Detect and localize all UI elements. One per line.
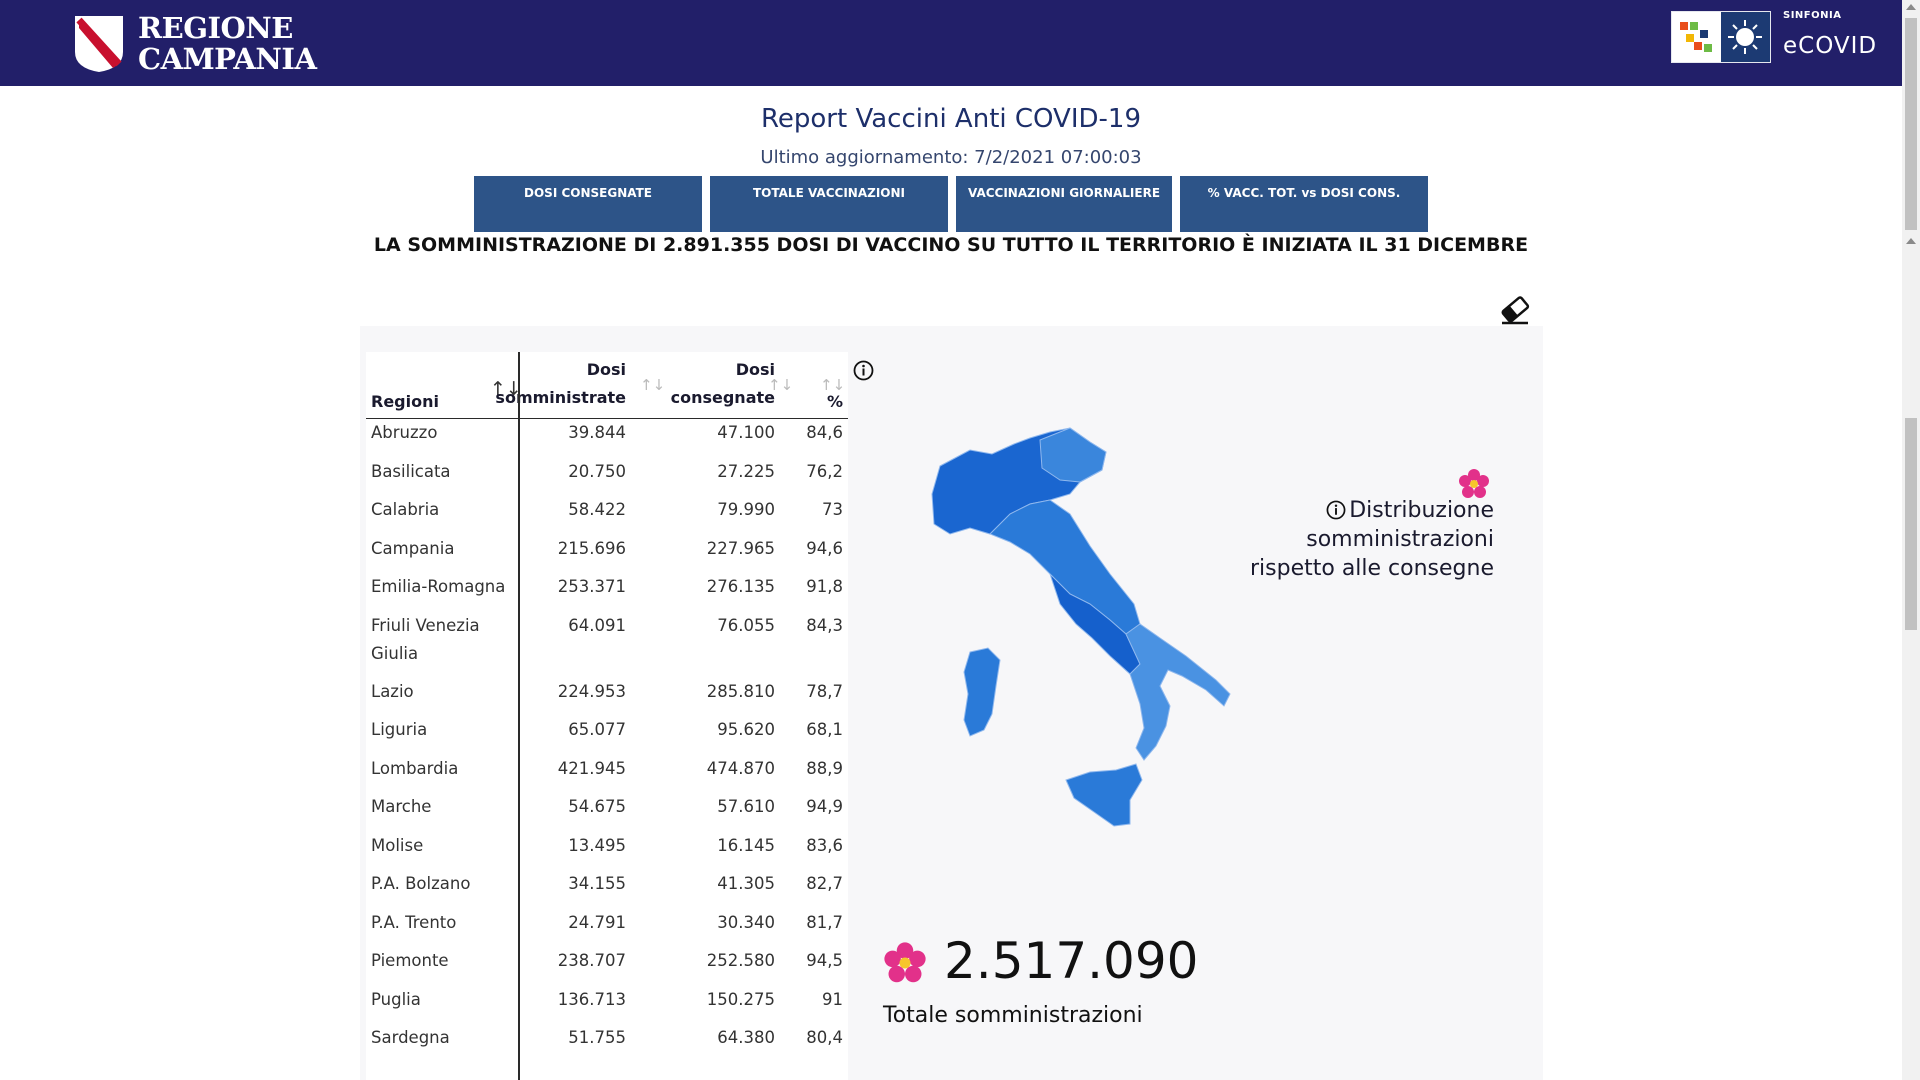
tab-dosi-consegnate[interactable]: DOSI CONSEGNATE [474, 176, 702, 232]
scroll-up-arrow-icon[interactable] [1906, 4, 1916, 10]
table-row[interactable]: Marche 54.675 57.610 94,9 [371, 797, 843, 816]
brand-line-2: CAMPANIA [138, 42, 317, 76]
ecovid-brand[interactable]: SINFONIA eCOVID [1671, 10, 1878, 63]
table-row[interactable]: Calabria 58.422 79.990 73 [371, 500, 843, 519]
scroll-arrow-icon[interactable] [1906, 238, 1916, 244]
table-row[interactable]: Abruzzo 39.844 47.100 84,6 [371, 423, 843, 442]
tab-totale-vaccinazioni[interactable]: TOTALE VACCINAZIONI [710, 176, 948, 232]
table-row[interactable]: Lazio 224.953 285.810 78,7 [371, 681, 843, 701]
table-row[interactable]: Campania 215.696 227.965 94,6 [371, 538, 843, 558]
sort-icon[interactable]: ↑↓ [490, 378, 522, 400]
table-row[interactable]: Emilia-Romagna 253.371 276.135 91,8 [371, 577, 843, 596]
column-divider [518, 352, 520, 1080]
tab-pct-vacc-vs-dosi[interactable]: % VACC. TOT. vs DOSI CONS. [1180, 176, 1428, 232]
sinfonia-label: SINFONIA [1783, 10, 1842, 21]
regions-table: Regioni ↑↓ Dosi somministrate ↑↓ Dosi co… [366, 352, 848, 1080]
table-row[interactable]: Molise 13.495 16.145 83,6 [371, 835, 843, 855]
shield-logo-icon [75, 16, 123, 72]
table-row[interactable]: P.A. Bolzano 34.155 41.305 82,7 [371, 874, 843, 893]
sort-icon[interactable]: ↑↓ [820, 376, 846, 394]
map-region-south[interactable] [1125, 623, 1231, 761]
legend-line-2: rispetto alle consegne [1250, 556, 1494, 581]
ecovid-name: eCOVID [1783, 33, 1878, 59]
header-percent[interactable]: % [826, 392, 843, 411]
header-dosi-consegnate[interactable]: Dosi consegnate [670, 360, 775, 407]
ecovid-logo-icon [1671, 11, 1771, 63]
map-region-sicily[interactable] [1065, 763, 1143, 827]
brand-line-1: REGIONE [138, 11, 293, 45]
info-icon[interactable] [853, 360, 874, 381]
table-row[interactable]: Lombardia 421.945 474.870 88,9 [371, 758, 843, 778]
italy-regions-map[interactable] [930, 424, 1270, 838]
flower-icon [1459, 469, 1489, 498]
page-scrollbar[interactable] [1902, 0, 1920, 1080]
table-row[interactable]: Basilicata 20.750 27.225 76,2 [371, 461, 843, 481]
scrollbar-thumb[interactable] [1905, 418, 1917, 630]
tab-vaccinazioni-giornaliere[interactable]: VACCINAZIONI GIORNALIERE [956, 176, 1172, 232]
scrollbar-thumb-top[interactable] [1905, 18, 1917, 230]
table-row[interactable]: P.A. Trento 24.791 30.340 81,7 [371, 912, 843, 932]
table-row[interactable]: Friuli Venezia Giulia 64.091 76.055 84,3 [371, 615, 843, 663]
legend-line-1: Distribuzione somministrazioni [1306, 498, 1494, 552]
info-icon[interactable] [1326, 500, 1346, 520]
table-row[interactable]: Liguria 65.077 95.620 68,1 [371, 720, 843, 739]
table-header: Regioni ↑↓ Dosi somministrate ↑↓ Dosi co… [366, 352, 848, 419]
table-row[interactable]: Sardegna 51.755 64.380 80,4 [371, 1028, 843, 1047]
administration-banner: LA SOMMINISTRAZIONE DI 2.891.355 DOSI DI… [373, 234, 1529, 256]
map-region-northeast[interactable] [1039, 427, 1107, 483]
header-regioni[interactable]: Regioni [371, 392, 439, 411]
table-row[interactable]: Piemonte 238.707 252.580 94,5 [371, 951, 843, 970]
flower-icon [884, 942, 926, 983]
table-body: Abruzzo 39.844 47.100 84,6 Basilicata 20… [366, 419, 848, 1063]
page-title: Report Vaccini Anti COVID-19 [761, 104, 1141, 134]
total-administrations-label: Totale somministrazioni [883, 1003, 1143, 1028]
header-dosi-somministrate[interactable]: Dosi somministrate [495, 360, 626, 407]
last-update: Ultimo aggiornamento: 7/2/2021 07:00:03 [760, 147, 1142, 168]
top-header: REGIONE CAMPANIA [0, 0, 1902, 86]
sort-icon[interactable]: ↑↓ [768, 376, 794, 394]
table-row[interactable]: Puglia 136.713 150.275 91 [371, 989, 843, 1009]
eraser-icon[interactable] [1498, 292, 1532, 326]
map-region-center[interactable] [989, 499, 1141, 635]
total-administrations-value: 2.517.090 [944, 932, 1199, 990]
distribution-legend: Distribuzione somministrazioni rispetto … [1150, 496, 1494, 583]
regione-campania-brand[interactable]: REGIONE CAMPANIA [73, 11, 317, 76]
sort-icon[interactable]: ↑↓ [640, 376, 666, 394]
map-region-sardinia[interactable] [963, 647, 1001, 737]
